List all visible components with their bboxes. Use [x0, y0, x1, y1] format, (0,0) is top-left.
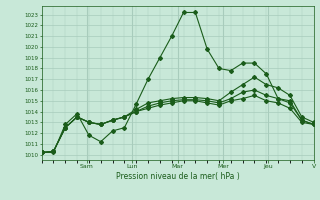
X-axis label: Pression niveau de la mer( hPa ): Pression niveau de la mer( hPa ) [116, 172, 239, 181]
